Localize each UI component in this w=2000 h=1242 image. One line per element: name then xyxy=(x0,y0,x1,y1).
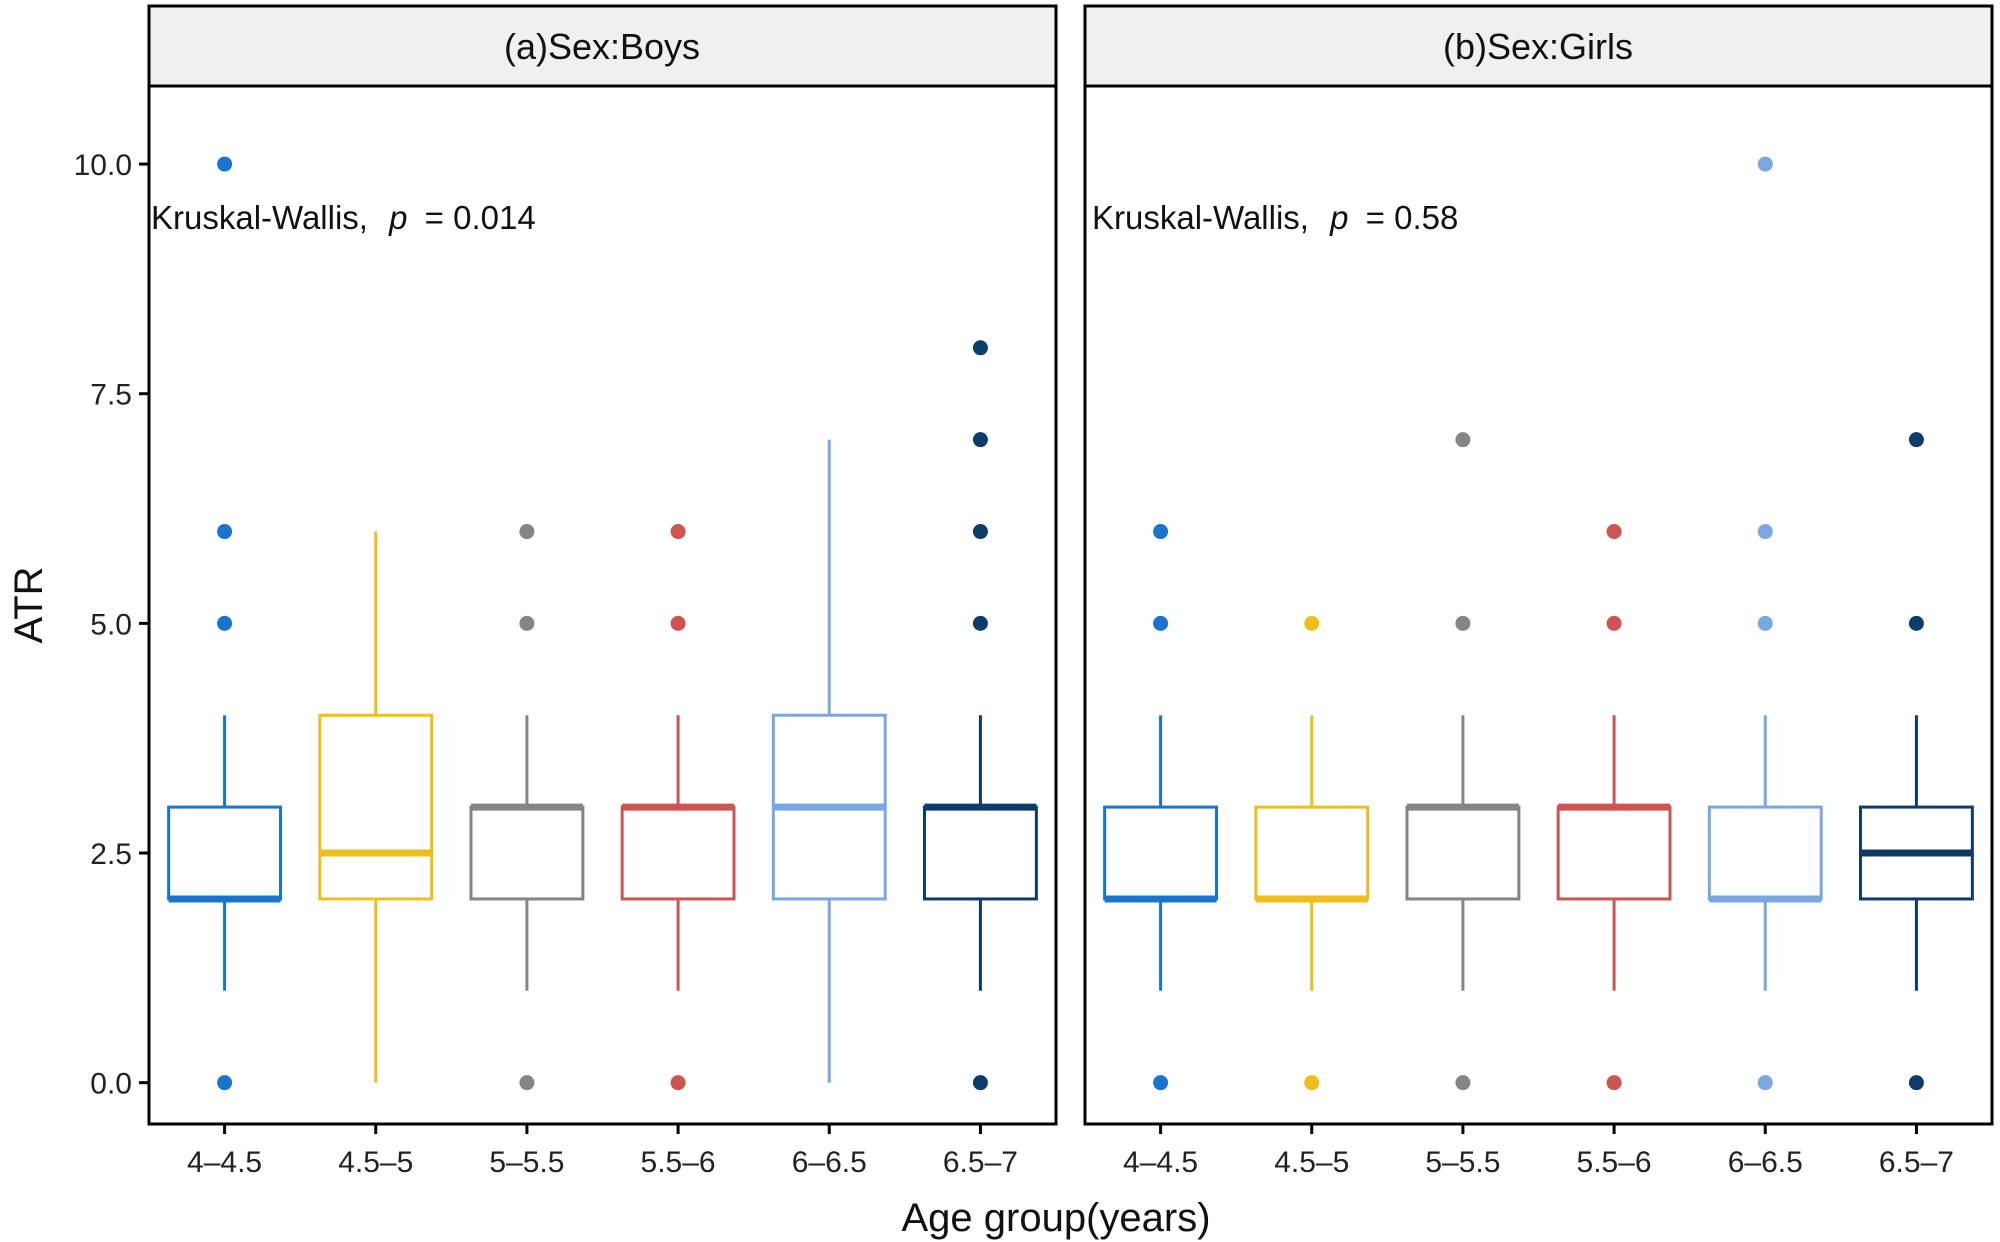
outlier-point xyxy=(1606,524,1622,540)
y-axis: 0.0 2.5 5.0 7.5 10.0 xyxy=(74,149,149,1101)
outlier-point xyxy=(1757,524,1773,540)
outlier-point xyxy=(519,615,535,631)
x-tick-label: 4.5–5 xyxy=(1274,1146,1349,1179)
plot-area xyxy=(147,84,1058,1126)
x-tick-label: 6.5–7 xyxy=(943,1146,1018,1179)
strip-background xyxy=(1083,4,1994,88)
kruskal-wallis-annotation: Kruskal-Wallis, p = 0.014 xyxy=(151,199,536,236)
p-symbol: p xyxy=(388,199,407,236)
box-1 xyxy=(167,156,283,1091)
boxes-boys xyxy=(167,156,1038,1091)
outlier-point xyxy=(1606,1075,1622,1091)
iqr-box xyxy=(318,713,434,901)
x-tick-label: 5–5.5 xyxy=(1425,1146,1500,1179)
outlier-point xyxy=(972,615,988,631)
test-name: Kruskal-Wallis, xyxy=(1092,199,1309,236)
box-6 xyxy=(1858,432,1974,1091)
outlier-point xyxy=(1908,432,1924,448)
outlier-point xyxy=(972,1075,988,1091)
outlier-point xyxy=(1757,156,1773,172)
outlier-point xyxy=(1153,524,1169,540)
box-5 xyxy=(1707,156,1823,1091)
outlier-point xyxy=(1455,1075,1471,1091)
y-tick-label: 0.0 xyxy=(90,1068,132,1101)
outlier-point xyxy=(1304,615,1320,631)
outlier-point xyxy=(217,615,233,631)
outlier-point xyxy=(217,1075,233,1091)
y-tick-label: 10.0 xyxy=(74,149,132,182)
p-value: = 0.014 xyxy=(425,199,536,236)
outlier-point xyxy=(1908,1075,1924,1091)
x-tick-label: 6–6.5 xyxy=(792,1146,867,1179)
x-tick-label: 6.5–7 xyxy=(1879,1146,1954,1179)
outlier-point xyxy=(1153,1075,1169,1091)
y-axis-title: ATR xyxy=(7,566,51,643)
plot-area xyxy=(1083,84,1994,1126)
x-tick-label: 5–5.5 xyxy=(489,1146,564,1179)
outlier-point xyxy=(1908,615,1924,631)
strip-background xyxy=(147,4,1058,88)
outlier-point xyxy=(1153,615,1169,631)
test-name: Kruskal-Wallis, xyxy=(151,199,368,236)
outlier-point xyxy=(972,524,988,540)
p-value: = 0.58 xyxy=(1366,199,1459,236)
outlier-point xyxy=(1757,1075,1773,1091)
iqr-box xyxy=(1405,805,1521,901)
box-5 xyxy=(771,439,887,1083)
strip-title: (b)Sex:Girls xyxy=(1443,26,1633,67)
box-3 xyxy=(469,524,585,1091)
box-2 xyxy=(318,531,434,1083)
strip-title: (a)Sex:Boys xyxy=(504,26,700,67)
outlier-point xyxy=(519,1075,535,1091)
outlier-point xyxy=(217,524,233,540)
panel-boys: (a)Sex:Boys Kruskal-Wallis, p = 0.014 xyxy=(147,4,1058,1126)
p-symbol: p xyxy=(1329,199,1348,236)
iqr-box xyxy=(922,805,1038,901)
x-tick-label: 4–4.5 xyxy=(1123,1146,1198,1179)
outlier-point xyxy=(670,615,686,631)
x-axis: 4–4.5 4.5–5 5–5.5 5.5–6 6–6.5 6.5–7 4–4.5 4.5–5… xyxy=(187,1124,1954,1179)
box-4 xyxy=(1556,524,1672,1091)
outlier-point xyxy=(1455,432,1471,448)
x-tick-label: 4–4.5 xyxy=(187,1146,262,1179)
outlier-point xyxy=(1757,615,1773,631)
x-tick-label: 4.5–5 xyxy=(338,1146,413,1179)
iqr-box xyxy=(1556,805,1672,901)
outlier-point xyxy=(972,340,988,356)
box-1 xyxy=(1103,524,1219,1091)
y-tick-label: 5.0 xyxy=(90,608,132,641)
outlier-point xyxy=(670,1075,686,1091)
y-tick-label: 7.5 xyxy=(90,379,132,412)
kruskal-wallis-annotation: Kruskal-Wallis, p = 0.58 xyxy=(1092,199,1458,236)
x-tick-label: 5.5–6 xyxy=(1577,1146,1652,1179)
iqr-box xyxy=(469,805,585,901)
box-4 xyxy=(620,524,736,1091)
outlier-point xyxy=(972,432,988,448)
iqr-box xyxy=(1103,805,1219,901)
iqr-box xyxy=(1254,805,1370,901)
iqr-box xyxy=(620,805,736,901)
x-tick-label: 5.5–6 xyxy=(641,1146,716,1179)
outlier-point xyxy=(670,524,686,540)
boxes-girls xyxy=(1103,156,1974,1091)
iqr-box xyxy=(1707,805,1823,901)
box-6 xyxy=(922,340,1038,1091)
outlier-point xyxy=(1455,615,1471,631)
y-tick-label: 2.5 xyxy=(90,838,132,871)
panel-girls: (b)Sex:Girls Kruskal-Wallis, p = 0.58 xyxy=(1083,4,1994,1126)
x-axis-title: Age group(years) xyxy=(901,1196,1210,1240)
outlier-point xyxy=(217,156,233,172)
outlier-point xyxy=(1304,1075,1320,1091)
outlier-point xyxy=(1606,615,1622,631)
iqr-box xyxy=(167,805,283,901)
box-2 xyxy=(1254,615,1370,1091)
x-tick-label: 6–6.5 xyxy=(1728,1146,1803,1179)
box-3 xyxy=(1405,432,1521,1091)
outlier-point xyxy=(519,524,535,540)
